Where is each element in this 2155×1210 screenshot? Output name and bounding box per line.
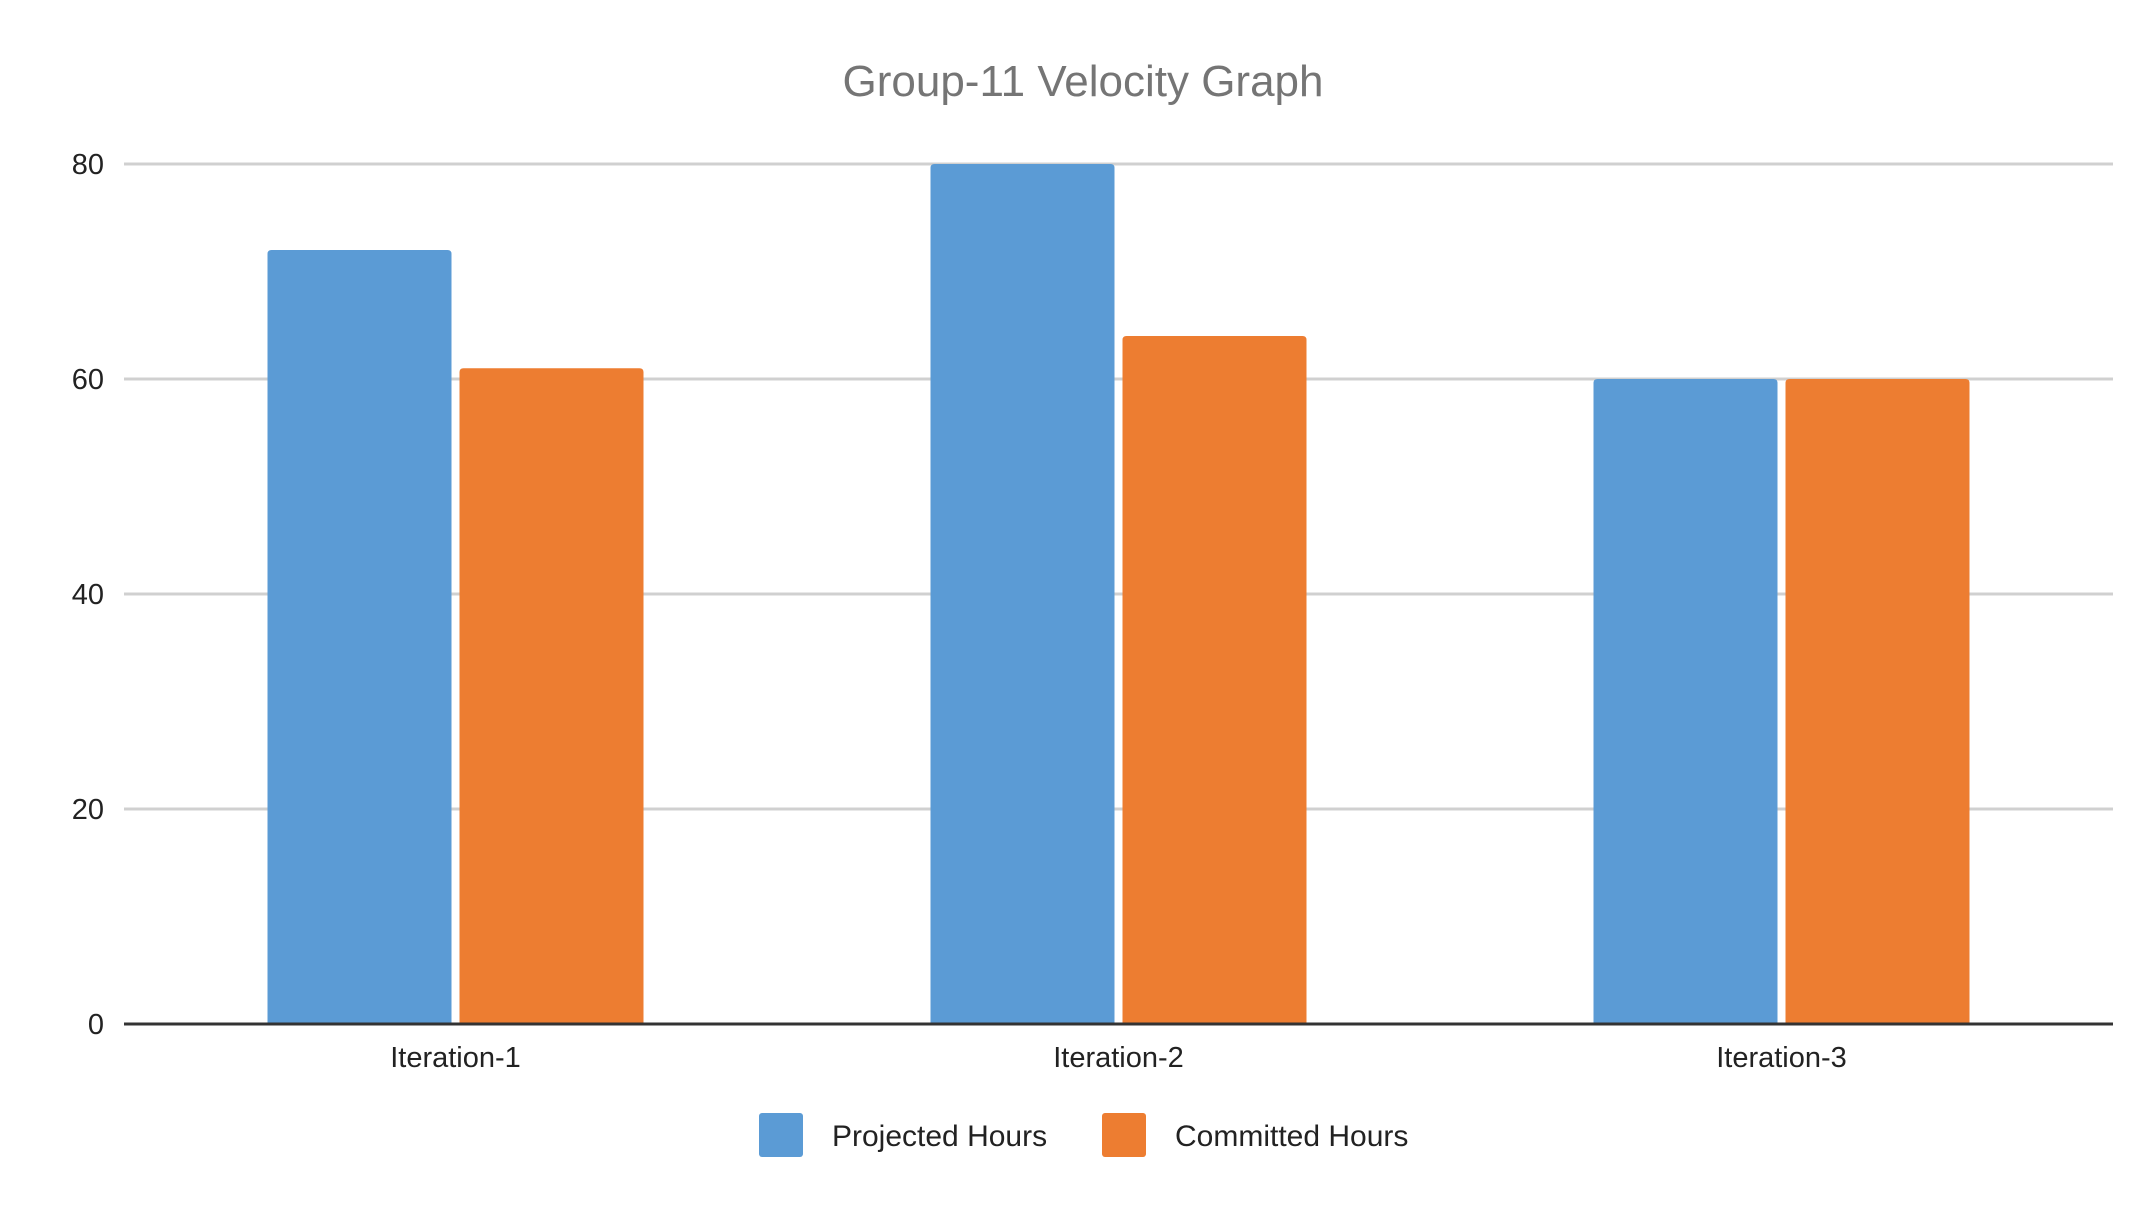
legend-label-committed-hours: Committed Hours (1175, 1120, 1408, 1153)
x-tick-label-iteration-3: Iteration-3 (1716, 1042, 1847, 1074)
legend: Projected Hours Committed Hours (759, 1113, 1408, 1157)
bar-projected-hours-iteration-3 (1593, 379, 1778, 1024)
bar-committed-hours-iteration-1 (459, 368, 644, 1024)
bar-committed-hours-iteration-2 (1122, 336, 1307, 1024)
x-tick-label-iteration-2: Iteration-2 (1053, 1042, 1184, 1074)
y-tick-label-40: 40 (72, 579, 104, 611)
gridlines (124, 162, 2113, 811)
x-axis-tick-labels: Iteration-1 Iteration-2 Iteration-3 (390, 1042, 1847, 1074)
legend-swatch-committed-hours (1102, 1113, 1146, 1157)
y-axis-tick-labels: 0 20 40 60 80 (72, 149, 104, 1041)
y-tick-label-60: 60 (72, 364, 104, 396)
bar-committed-hours-iteration-3 (1785, 379, 1970, 1024)
y-tick-label-20: 20 (72, 794, 104, 826)
bars (267, 164, 1970, 1024)
legend-label-projected-hours: Projected Hours (832, 1120, 1047, 1153)
bar-projected-hours-iteration-1 (267, 250, 452, 1024)
chart-title: Group-11 Velocity Graph (843, 57, 1324, 106)
bar-projected-hours-iteration-2 (930, 164, 1115, 1024)
y-tick-label-80: 80 (72, 149, 104, 181)
x-tick-label-iteration-1: Iteration-1 (390, 1042, 521, 1074)
legend-swatch-projected-hours (759, 1113, 803, 1157)
y-tick-label-0: 0 (88, 1009, 104, 1041)
